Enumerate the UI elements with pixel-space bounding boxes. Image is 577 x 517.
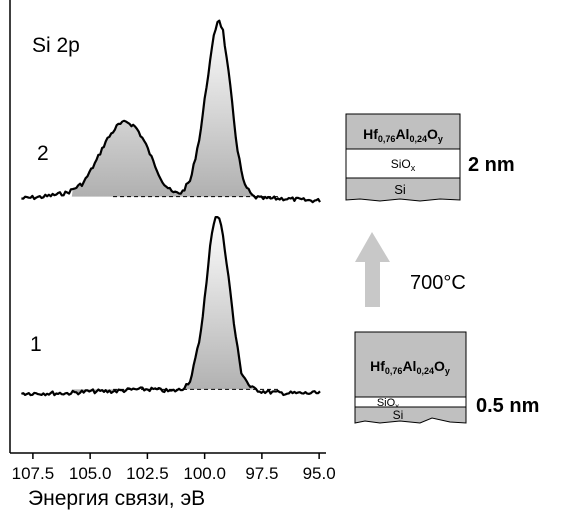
layer-stack-2nm: Hf0,76Al0,24Oy SiOx Si 2 nm [345, 113, 515, 202]
oxide-layer-label: SiOx [391, 157, 416, 173]
peak-fill [71, 20, 256, 197]
top-layer-rect [345, 113, 461, 150]
substrate-layer [345, 177, 461, 202]
series-1: 1 [21, 215, 321, 397]
series-label: 1 [30, 333, 42, 356]
oxide-layer-rect [354, 396, 467, 408]
series-2: 2 [21, 19, 321, 204]
peak-fill [71, 215, 256, 393]
x-tick-label: 105.0 [69, 464, 112, 483]
x-tick-label: 102.5 [126, 464, 169, 483]
oxide-layer-rect [345, 148, 461, 179]
x-axis-label: Энергия связи, эВ [28, 487, 205, 510]
substrate-label: Si [394, 182, 406, 197]
top-layer-rect [354, 331, 467, 398]
substrate-label: Si [393, 408, 404, 422]
thickness-label: 0.5 nm [476, 395, 539, 417]
chart-title: Si 2p [32, 34, 80, 57]
series-layer: 21 [21, 19, 321, 397]
x-tick-label: 95.0 [303, 464, 336, 483]
up-arrow-icon [355, 232, 390, 307]
top-layer-label: Hf0,76Al0,24Oy [370, 358, 450, 376]
temperature-label: 700°C [410, 272, 466, 294]
spectrum-line [21, 216, 321, 397]
thickness-label: 2 nm [468, 154, 515, 176]
spectrum-line [21, 19, 321, 204]
x-tick-label: 97.5 [245, 464, 278, 483]
substrate-layer [354, 406, 467, 424]
x-tick-label: 107.5 [12, 464, 55, 483]
layer-stack-0-5nm: Hf0,76Al0,24Oy SiOx Si 0.5 nm [354, 331, 539, 424]
x-tick-label: 100.0 [183, 464, 226, 483]
plot-area: 107.5 105.0 102.5 100.0 97.5 95.0 21 Si 2p Эн… [9, 0, 336, 510]
series-label: 2 [37, 142, 49, 165]
x-ticks: 107.5 105.0 102.5 100.0 97.5 95.0 [12, 453, 336, 483]
top-layer-label: Hf0,76Al0,24Oy [363, 126, 443, 144]
